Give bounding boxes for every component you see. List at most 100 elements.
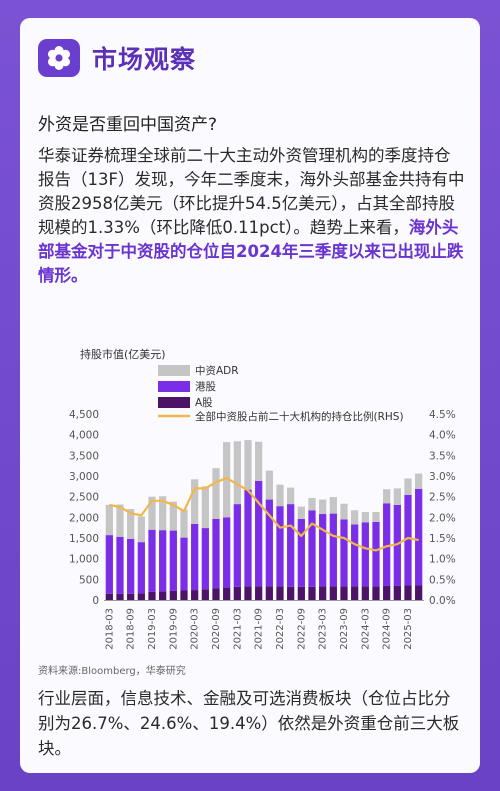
x-tick-label: 2023-03 xyxy=(318,608,329,650)
bar-hk-share xyxy=(180,537,188,591)
bar-adr xyxy=(159,496,167,531)
bar-adr xyxy=(105,504,113,536)
legend-swatch-1 xyxy=(158,381,190,392)
y-tick-label: 4,500 xyxy=(69,409,99,421)
x-tick-label: 2019-09 xyxy=(168,608,179,650)
bar-hk-share xyxy=(276,506,284,587)
bar-a-share xyxy=(287,586,295,600)
bar-hk-share xyxy=(127,538,135,594)
y-tick-label: 3,000 xyxy=(69,471,99,483)
bar-adr xyxy=(415,473,423,489)
bar-hk-share xyxy=(212,518,220,589)
y2-tick-label: 1.0% xyxy=(429,554,456,566)
x-tick-label: 2020-09 xyxy=(211,608,222,650)
bar-adr xyxy=(233,441,241,505)
bar-hk-share xyxy=(393,504,401,586)
y-tick-label: 1,000 xyxy=(69,554,99,566)
bar-hk-share xyxy=(404,495,412,586)
bar-a-share xyxy=(223,587,231,600)
y2-tick-label: 3.5% xyxy=(429,450,456,462)
bar-hk-share xyxy=(265,499,273,587)
bar-hk-share xyxy=(244,489,252,587)
y-tick-label: 500 xyxy=(79,574,99,586)
bar-hk-share xyxy=(169,530,177,591)
bar-a-share xyxy=(137,593,145,600)
y2-tick-label: 3.0% xyxy=(429,471,456,483)
bar-a-share xyxy=(148,591,156,600)
ratio-line xyxy=(109,476,419,552)
bar-a-share xyxy=(159,591,167,600)
x-tick-label: 2024-03 xyxy=(360,608,371,650)
bar-hk-share xyxy=(319,514,327,587)
holdings-chart: 持股市值(亿美元) 中资ADR 港股 A股 全部中资股占前二十大机构的持仓比例(RHS)… xyxy=(38,336,466,677)
x-tick-label: 2022-03 xyxy=(275,608,286,650)
bar-a-share xyxy=(201,589,209,600)
bar-adr xyxy=(308,497,316,511)
paragraph-highlight: 海外头部基金对于中资股的仓位自2024年三季度以来已出现止跌情形。 xyxy=(38,218,464,285)
x-tick-label: 2020-03 xyxy=(190,608,201,650)
legend-label-1: 港股 xyxy=(195,381,216,393)
x-tick-label: 2018-09 xyxy=(126,608,137,650)
bar-hk-share xyxy=(287,504,295,587)
legend-label-2: A股 xyxy=(195,397,213,409)
y-tick-label: 4,000 xyxy=(69,430,99,442)
bar-adr xyxy=(244,440,252,490)
y2-tick-label: 4.0% xyxy=(429,430,456,442)
bar-adr xyxy=(137,516,145,543)
bar-a-share xyxy=(105,593,113,600)
bar-hk-share xyxy=(329,513,337,587)
bar-adr xyxy=(383,489,391,504)
bar-adr xyxy=(265,470,273,500)
chart-svg: 持股市值(亿美元) 中资ADR 港股 A股全部中资股占前二十大机构的持仓比例(RHS)… xyxy=(38,347,456,677)
y-tick-label: 1,500 xyxy=(69,533,99,545)
bar-a-share xyxy=(404,585,412,600)
x-tick-label: 2021-09 xyxy=(254,608,265,650)
x-tick-label: 2021-03 xyxy=(232,608,243,650)
bar-adr xyxy=(340,503,348,520)
bar-a-share xyxy=(351,586,359,600)
bar-adr xyxy=(372,511,380,522)
bar-hk-share xyxy=(191,523,199,591)
bar-a-share xyxy=(127,593,135,600)
bar-adr xyxy=(201,486,209,529)
bar-adr xyxy=(404,478,412,496)
bar-adr xyxy=(212,468,220,519)
bar-a-share xyxy=(233,586,241,600)
bar-hk-share xyxy=(308,510,316,587)
bar-a-share xyxy=(255,586,263,600)
bar-hk-share xyxy=(233,504,241,587)
bar-a-share xyxy=(116,593,124,600)
bar-adr xyxy=(223,442,231,518)
bar-hk-share xyxy=(255,480,263,587)
page-title: 市场观察 xyxy=(92,45,197,74)
bar-hk-share xyxy=(351,524,359,587)
legend-swatch-0 xyxy=(158,365,190,376)
bar-a-share xyxy=(212,588,220,600)
bar-a-share xyxy=(265,586,273,600)
bar-a-share xyxy=(297,586,305,600)
bar-a-share xyxy=(169,590,177,600)
source-note: 资料来源:Bloomberg，华泰研究 xyxy=(38,664,186,676)
bar-hk-share xyxy=(159,530,167,592)
x-tick-label: 2018-03 xyxy=(104,608,115,650)
bar-adr xyxy=(351,510,359,525)
x-tick-label: 2023-09 xyxy=(339,608,350,650)
x-tick-label: 2025-03 xyxy=(403,608,414,650)
bar-adr xyxy=(169,501,177,531)
y-tick-label: 3,500 xyxy=(69,450,99,462)
legend-label-0: 中资ADR xyxy=(195,364,239,377)
y2-tick-label: 2.0% xyxy=(429,512,456,524)
bar-hk-share xyxy=(105,535,113,594)
section-header: 市场观察 xyxy=(38,38,196,78)
bar-hk-share xyxy=(116,536,124,594)
bar-adr xyxy=(361,511,369,523)
content-card: 市场观察 外资是否重回中国资产? 华泰证券梳理全球前二十大主动外资管理机构的季度… xyxy=(20,18,480,773)
bar-a-share xyxy=(372,586,380,600)
bar-adr xyxy=(180,509,188,538)
bar-hk-share xyxy=(372,521,380,587)
bar-a-share xyxy=(191,590,199,600)
bar-hk-share xyxy=(148,529,156,592)
bar-hk-share xyxy=(415,488,423,586)
bar-a-share xyxy=(415,585,423,600)
